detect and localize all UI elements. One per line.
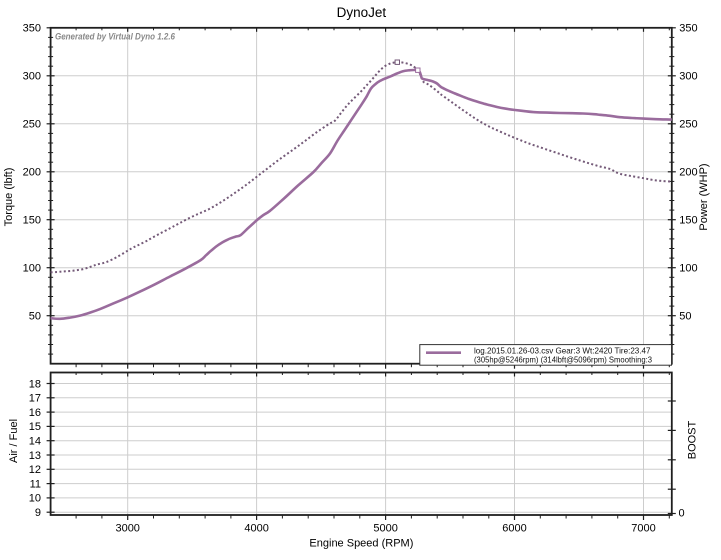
- svg-text:log.2015.01.26-03.csv Gear:3 W: log.2015.01.26-03.csv Gear:3 Wt:2420 Tir…: [474, 345, 651, 355]
- svg-text:16: 16: [29, 407, 41, 419]
- svg-text:(305hp@5246rpm) (314lbft@5096r: (305hp@5246rpm) (314lbft@5096rpm) Smooth…: [474, 355, 652, 365]
- svg-text:18: 18: [29, 378, 41, 390]
- svg-text:14: 14: [29, 436, 41, 448]
- svg-text:350: 350: [679, 23, 697, 35]
- svg-text:250: 250: [679, 119, 697, 131]
- svg-text:50: 50: [29, 311, 41, 323]
- svg-text:13: 13: [29, 450, 41, 462]
- svg-text:250: 250: [23, 119, 41, 131]
- svg-text:200: 200: [23, 167, 41, 179]
- svg-text:300: 300: [23, 71, 41, 83]
- svg-text:7000: 7000: [631, 523, 655, 535]
- svg-text:Generated by Virtual Dyno 1.2.: Generated by Virtual Dyno 1.2.6: [55, 31, 176, 41]
- svg-text:12: 12: [29, 464, 41, 476]
- svg-text:10: 10: [29, 493, 41, 505]
- svg-text:300: 300: [679, 71, 697, 83]
- svg-text:4000: 4000: [244, 523, 268, 535]
- svg-text:0: 0: [679, 507, 685, 519]
- svg-text:Power (WHP): Power (WHP): [698, 163, 710, 230]
- svg-text:100: 100: [679, 263, 697, 275]
- svg-text:Torque (lbft): Torque (lbft): [3, 168, 15, 227]
- svg-text:BOOST: BOOST: [687, 420, 699, 459]
- svg-text:150: 150: [679, 215, 697, 227]
- svg-text:100: 100: [23, 263, 41, 275]
- svg-text:DynoJet: DynoJet: [337, 5, 387, 20]
- svg-text:6000: 6000: [502, 523, 526, 535]
- svg-text:Air / Fuel: Air / Fuel: [8, 419, 20, 463]
- svg-text:350: 350: [23, 23, 41, 35]
- svg-text:Engine Speed (RPM): Engine Speed (RPM): [309, 538, 413, 550]
- svg-text:15: 15: [29, 421, 41, 433]
- svg-text:9: 9: [35, 507, 41, 519]
- svg-text:5000: 5000: [373, 523, 397, 535]
- svg-text:11: 11: [30, 478, 41, 490]
- svg-text:150: 150: [23, 215, 41, 227]
- svg-text:17: 17: [29, 393, 41, 405]
- svg-text:3000: 3000: [115, 523, 139, 535]
- svg-text:50: 50: [679, 311, 691, 323]
- svg-text:200: 200: [679, 167, 697, 179]
